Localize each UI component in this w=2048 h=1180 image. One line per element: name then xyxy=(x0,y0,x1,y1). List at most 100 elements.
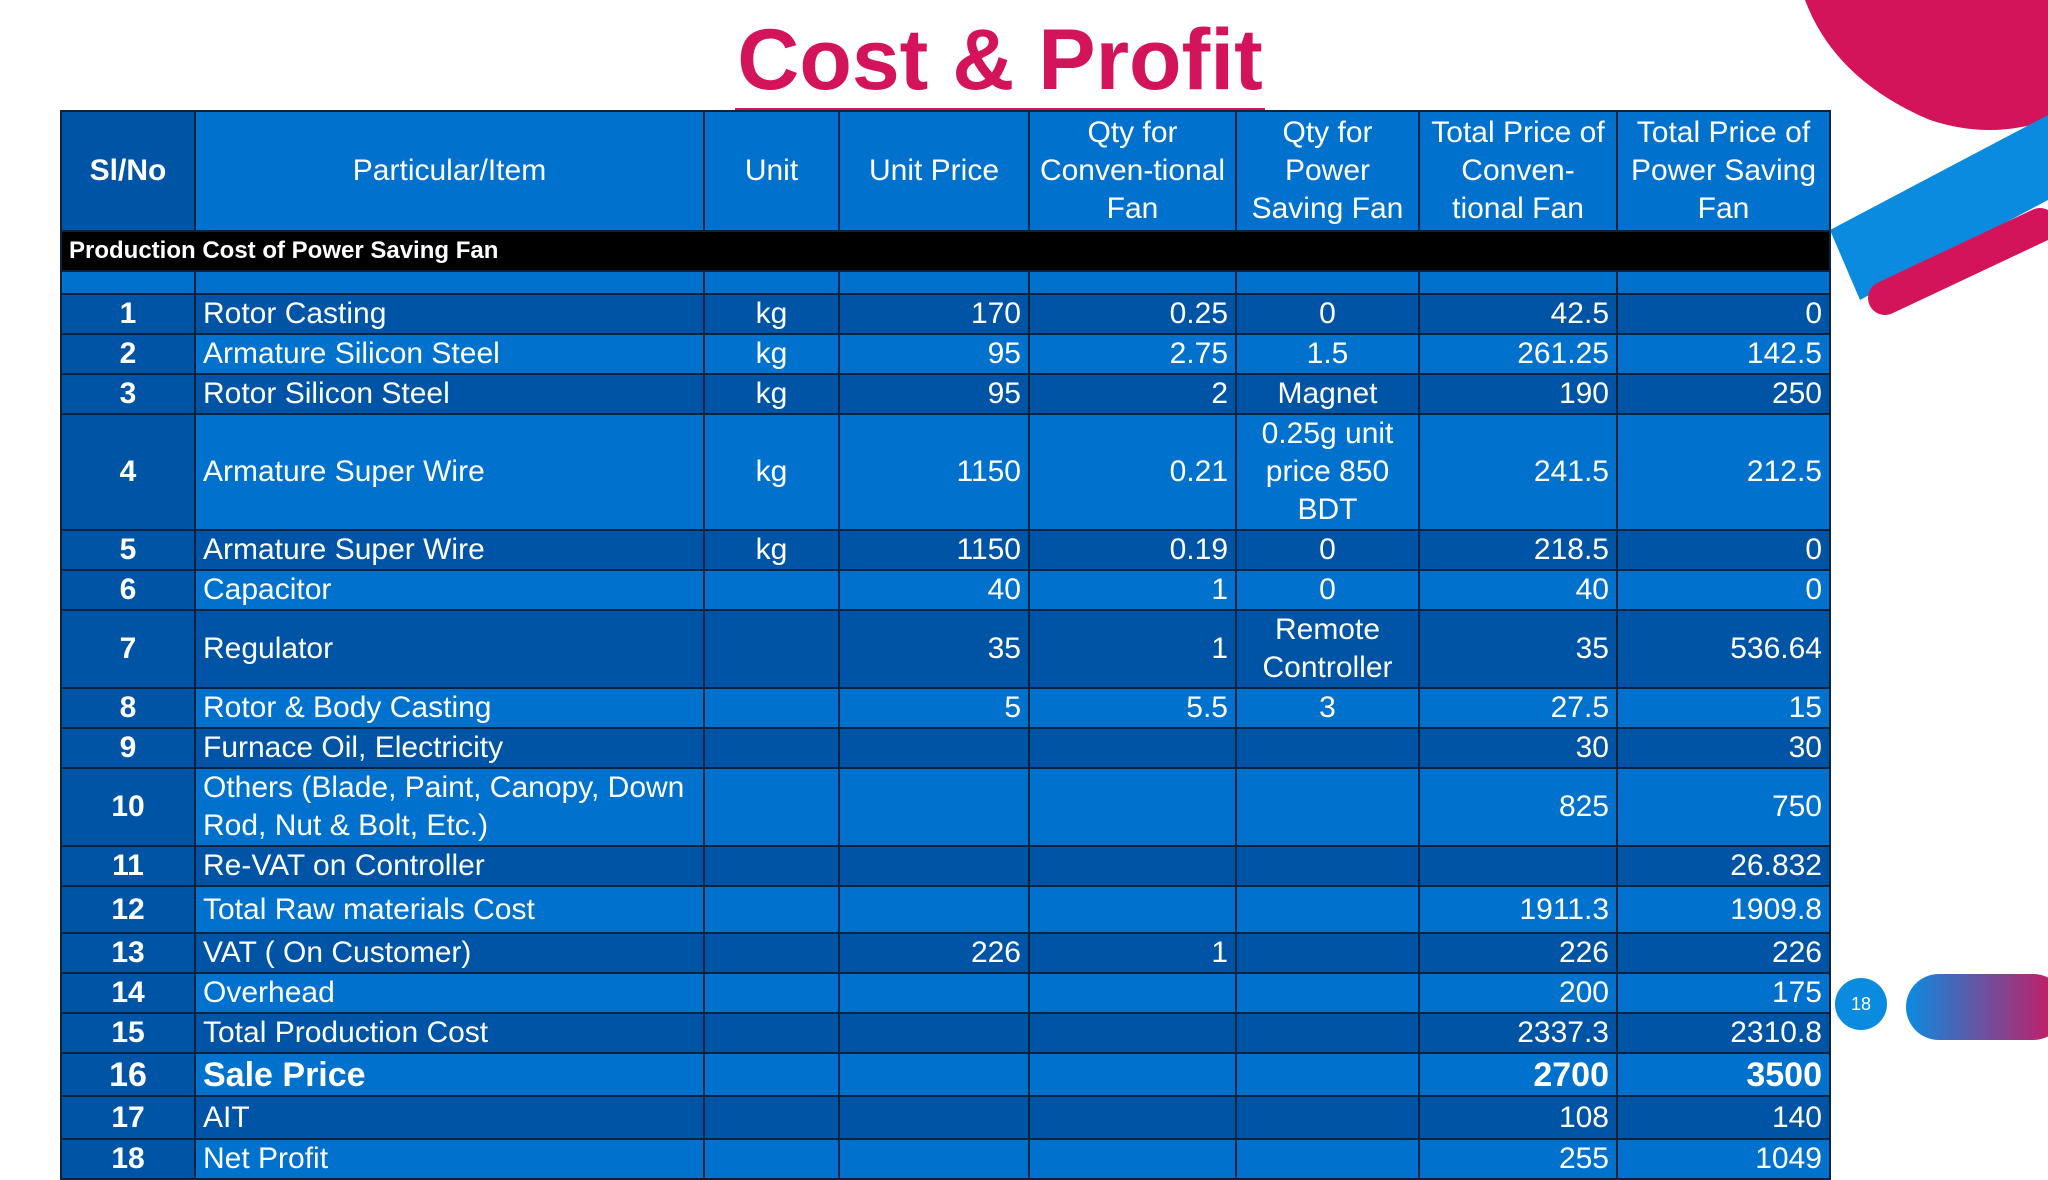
cell-qty-conventional: 5.5 xyxy=(1028,687,1237,729)
cell-qty-power-saving: 0 xyxy=(1235,293,1420,335)
cell-qty-conventional: 0.25 xyxy=(1028,293,1237,335)
cell-qty-power-saving xyxy=(1235,932,1420,974)
cell-qty-conventional xyxy=(1028,1052,1237,1097)
table-caption: Production Cost of Power Saving Fan xyxy=(60,230,1831,272)
cell-total-conventional: 27.5 xyxy=(1418,687,1618,729)
cell-total-conventional: 2700 xyxy=(1418,1052,1618,1097)
table-caption-row: Production Cost of Power Saving Fan xyxy=(60,230,1831,272)
cell-unit-price: 5 xyxy=(838,687,1030,729)
cell-total-conventional: 226 xyxy=(1418,932,1618,974)
cell-total-power-saving: 750 xyxy=(1616,767,1831,847)
cell-sl-no: 5 xyxy=(60,529,196,571)
header-total-conventional: Total Price of Conven-tional Fan xyxy=(1418,110,1618,232)
cell-sl-no: 1 xyxy=(60,293,196,335)
cell-qty-conventional: 2.75 xyxy=(1028,333,1237,375)
cell-total-power-saving: 0 xyxy=(1616,293,1831,335)
cell-sl-no: 11 xyxy=(60,845,196,887)
table-row: 12 Total Raw materials Cost 1911.3 1909.8 xyxy=(60,885,1831,934)
cell-total-power-saving: 30 xyxy=(1616,727,1831,769)
cell-total-conventional xyxy=(1418,845,1618,887)
cell-qty-power-saving: 3 xyxy=(1235,687,1420,729)
cell-sl-no: 17 xyxy=(60,1095,196,1140)
cell-total-power-saving: 536.64 xyxy=(1616,609,1831,689)
cell-item: Overhead xyxy=(194,972,705,1014)
cell-unit-price: 95 xyxy=(838,373,1030,415)
cell-total-conventional: 108 xyxy=(1418,1095,1618,1140)
cell-qty-power-saving xyxy=(1235,1095,1420,1140)
cell-total-power-saving: 1049 xyxy=(1616,1138,1831,1180)
cell-qty-power-saving: Magnet xyxy=(1235,373,1420,415)
cell-total-power-saving: 175 xyxy=(1616,972,1831,1014)
cell-qty-conventional: 1 xyxy=(1028,932,1237,974)
cell-sl-no: 14 xyxy=(60,972,196,1014)
cell-sl-no: 6 xyxy=(60,569,196,611)
cell-sl-no: 15 xyxy=(60,1012,196,1054)
cell-total-power-saving: 2310.8 xyxy=(1616,1012,1831,1054)
cell-total-power-saving: 142.5 xyxy=(1616,333,1831,375)
header-qty-power-saving: Qty for Power Saving Fan xyxy=(1235,110,1420,232)
cell-unit-price: 226 xyxy=(838,932,1030,974)
cell-qty-power-saving xyxy=(1235,727,1420,769)
cell-total-power-saving: 212.5 xyxy=(1616,413,1831,531)
magenta-diagonal-stripe-shape xyxy=(1868,208,2048,315)
table-row: 17 AIT 108 140 xyxy=(60,1095,1831,1140)
cell-unit xyxy=(703,885,840,934)
cell-unit-price: 1150 xyxy=(838,529,1030,571)
header-qty-conventional: Qty for Conven-tional Fan xyxy=(1028,110,1237,232)
table-row: 8 Rotor & Body Casting 5 5.5 3 27.5 15 xyxy=(60,687,1831,729)
cell-item: Total Production Cost xyxy=(194,1012,705,1054)
cell-total-conventional: 42.5 xyxy=(1418,293,1618,335)
cell-unit xyxy=(703,1095,840,1140)
cell-qty-conventional: 0.19 xyxy=(1028,529,1237,571)
cell-qty-power-saving: Remote Controller xyxy=(1235,609,1420,689)
cell-unit: kg xyxy=(703,373,840,415)
table-row: 11 Re-VAT on Controller 26.832 xyxy=(60,845,1831,887)
table-row: 6 Capacitor 40 1 0 40 0 xyxy=(60,569,1831,611)
slide-title: Cost & Profit xyxy=(0,12,2000,115)
cell-total-conventional: 261.25 xyxy=(1418,333,1618,375)
cell-qty-conventional: 1 xyxy=(1028,569,1237,611)
cell-unit xyxy=(703,932,840,974)
cell-unit xyxy=(703,727,840,769)
cell-unit xyxy=(703,609,840,689)
table-row: 3 Rotor Silicon Steel kg 95 2 Magnet 190 250 xyxy=(60,373,1831,415)
cell-total-power-saving: 26.832 xyxy=(1616,845,1831,887)
cell-item: Armature Super Wire xyxy=(194,529,705,571)
header-sl-no: Sl/No xyxy=(60,110,196,232)
cell-qty-conventional xyxy=(1028,1012,1237,1054)
cell-sl-no: 8 xyxy=(60,687,196,729)
cell-item: Furnace Oil, Electricity xyxy=(194,727,705,769)
cell-total-conventional: 218.5 xyxy=(1418,529,1618,571)
production-cost-table: Production Cost of Power Saving Fan Sl/N… xyxy=(60,110,1831,1180)
cell-item: Net Profit xyxy=(194,1138,705,1180)
cell-unit xyxy=(703,1052,840,1097)
cell-qty-power-saving: 1.5 xyxy=(1235,333,1420,375)
cell-qty-conventional: 2 xyxy=(1028,373,1237,415)
cell-item: Re-VAT on Controller xyxy=(194,845,705,887)
table-row: 5 Armature Super Wire kg 1150 0.19 0 218.5 0 xyxy=(60,529,1831,571)
table-row: 13 VAT ( On Customer) 226 1 226 226 xyxy=(60,932,1831,974)
cell-qty-power-saving xyxy=(1235,1138,1420,1180)
table-row: 15 Total Production Cost 2337.3 2310.8 xyxy=(60,1012,1831,1054)
cell-total-conventional: 30 xyxy=(1418,727,1618,769)
cell-sl-no: 13 xyxy=(60,932,196,974)
cell-unit-price xyxy=(838,1052,1030,1097)
cell-item: Armature Super Wire xyxy=(194,413,705,531)
page-number-badge: 18 xyxy=(1835,978,1887,1030)
cell-unit-price xyxy=(838,1095,1030,1140)
cell-unit: kg xyxy=(703,413,840,531)
cell-total-conventional: 35 xyxy=(1418,609,1618,689)
cell-unit-price xyxy=(838,845,1030,887)
cell-qty-conventional xyxy=(1028,845,1237,887)
cell-total-conventional: 2337.3 xyxy=(1418,1012,1618,1054)
cell-unit-price xyxy=(838,767,1030,847)
cell-sl-no: 10 xyxy=(60,767,196,847)
cell-qty-power-saving xyxy=(1235,972,1420,1014)
cell-total-power-saving: 0 xyxy=(1616,569,1831,611)
cell-item: Armature Silicon Steel xyxy=(194,333,705,375)
header-unit: Unit xyxy=(703,110,840,232)
magenta-semicircle-shape xyxy=(1805,0,2048,130)
cell-total-conventional: 825 xyxy=(1418,767,1618,847)
cell-sl-no: 18 xyxy=(60,1138,196,1180)
cell-unit xyxy=(703,972,840,1014)
